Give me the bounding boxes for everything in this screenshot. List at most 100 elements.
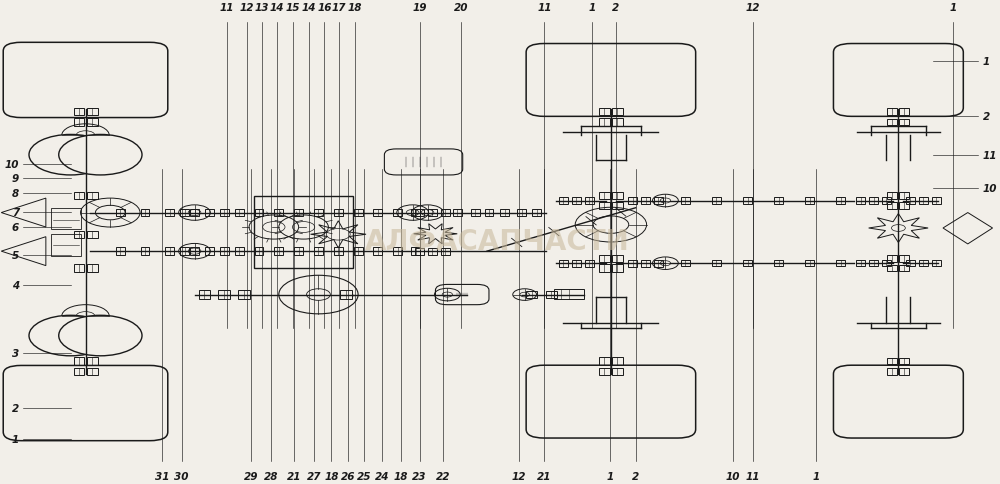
Bar <box>87 265 98 272</box>
Bar <box>255 248 263 256</box>
Bar <box>628 260 637 267</box>
Bar <box>887 256 897 262</box>
Bar <box>612 255 623 262</box>
Text: 17: 17 <box>332 3 347 14</box>
Bar <box>612 368 623 376</box>
Bar <box>559 260 568 267</box>
Text: 22: 22 <box>436 470 451 481</box>
Bar <box>51 208 81 230</box>
Bar <box>340 290 352 299</box>
Bar <box>612 202 623 210</box>
Text: 24: 24 <box>375 470 389 481</box>
Text: 3: 3 <box>12 348 19 359</box>
Circle shape <box>59 135 142 176</box>
Bar <box>165 209 174 217</box>
Bar <box>856 198 865 204</box>
Bar <box>190 209 199 217</box>
Text: 2: 2 <box>612 3 619 14</box>
Bar <box>641 198 650 204</box>
Bar <box>869 260 878 267</box>
Bar <box>373 248 382 256</box>
Text: 20: 20 <box>454 3 468 14</box>
Bar <box>599 368 610 376</box>
Bar <box>428 210 437 216</box>
Bar <box>373 209 382 217</box>
Text: 12: 12 <box>745 3 760 14</box>
Bar <box>428 248 437 255</box>
Bar <box>712 260 721 267</box>
Text: 1: 1 <box>12 434 19 444</box>
Bar <box>899 119 909 126</box>
Bar <box>899 193 909 199</box>
Text: 14: 14 <box>301 3 316 14</box>
Bar <box>334 209 343 217</box>
Bar <box>774 198 783 204</box>
Text: 7: 7 <box>12 207 19 217</box>
Bar <box>116 248 125 256</box>
Bar <box>906 198 915 204</box>
Bar <box>882 260 891 267</box>
Bar <box>612 119 623 126</box>
Bar <box>919 198 928 204</box>
Bar <box>628 198 637 204</box>
Bar <box>74 193 84 200</box>
Bar <box>599 255 610 262</box>
Bar <box>274 209 283 217</box>
Text: 30: 30 <box>174 470 189 481</box>
Text: 10: 10 <box>726 470 740 481</box>
Text: 21: 21 <box>286 470 301 481</box>
Bar <box>500 210 509 216</box>
Bar <box>919 260 928 267</box>
Bar <box>572 260 581 267</box>
Bar <box>869 198 878 204</box>
Bar <box>599 202 610 210</box>
Bar <box>87 368 98 376</box>
Bar <box>681 198 690 204</box>
Bar <box>415 210 424 216</box>
Bar <box>712 198 721 204</box>
Bar <box>141 209 149 217</box>
Text: 18: 18 <box>324 470 339 481</box>
Bar <box>906 260 915 267</box>
Bar <box>220 209 229 217</box>
Bar <box>165 248 174 256</box>
Bar <box>887 109 897 115</box>
Bar <box>517 210 526 216</box>
Bar <box>274 248 283 256</box>
Bar <box>887 265 897 272</box>
Circle shape <box>59 316 142 356</box>
Bar <box>599 358 610 365</box>
Bar <box>585 198 594 204</box>
Bar <box>899 109 909 115</box>
Bar <box>572 198 581 204</box>
Text: 19: 19 <box>412 3 427 14</box>
Bar <box>314 209 323 217</box>
Bar <box>559 198 568 204</box>
Bar <box>612 358 623 365</box>
Text: 1: 1 <box>983 57 990 66</box>
Bar <box>87 358 98 365</box>
Bar <box>74 119 84 126</box>
Bar <box>612 193 623 200</box>
Bar <box>774 260 783 267</box>
Bar <box>599 119 610 126</box>
Bar <box>526 291 537 299</box>
Bar <box>411 248 420 256</box>
Text: 9: 9 <box>12 173 19 183</box>
Bar <box>856 260 865 267</box>
Bar <box>743 198 752 204</box>
Text: 29: 29 <box>244 470 258 481</box>
Text: 16: 16 <box>317 3 332 14</box>
Bar <box>87 193 98 200</box>
Bar <box>74 368 84 376</box>
Text: 10: 10 <box>5 160 19 170</box>
Bar <box>554 289 584 300</box>
Bar <box>441 248 450 255</box>
Text: 21: 21 <box>537 470 552 481</box>
Bar <box>836 260 845 267</box>
Bar <box>899 358 909 365</box>
Bar <box>612 108 623 116</box>
Bar <box>681 260 690 267</box>
Bar <box>314 248 323 256</box>
Bar <box>74 231 84 239</box>
